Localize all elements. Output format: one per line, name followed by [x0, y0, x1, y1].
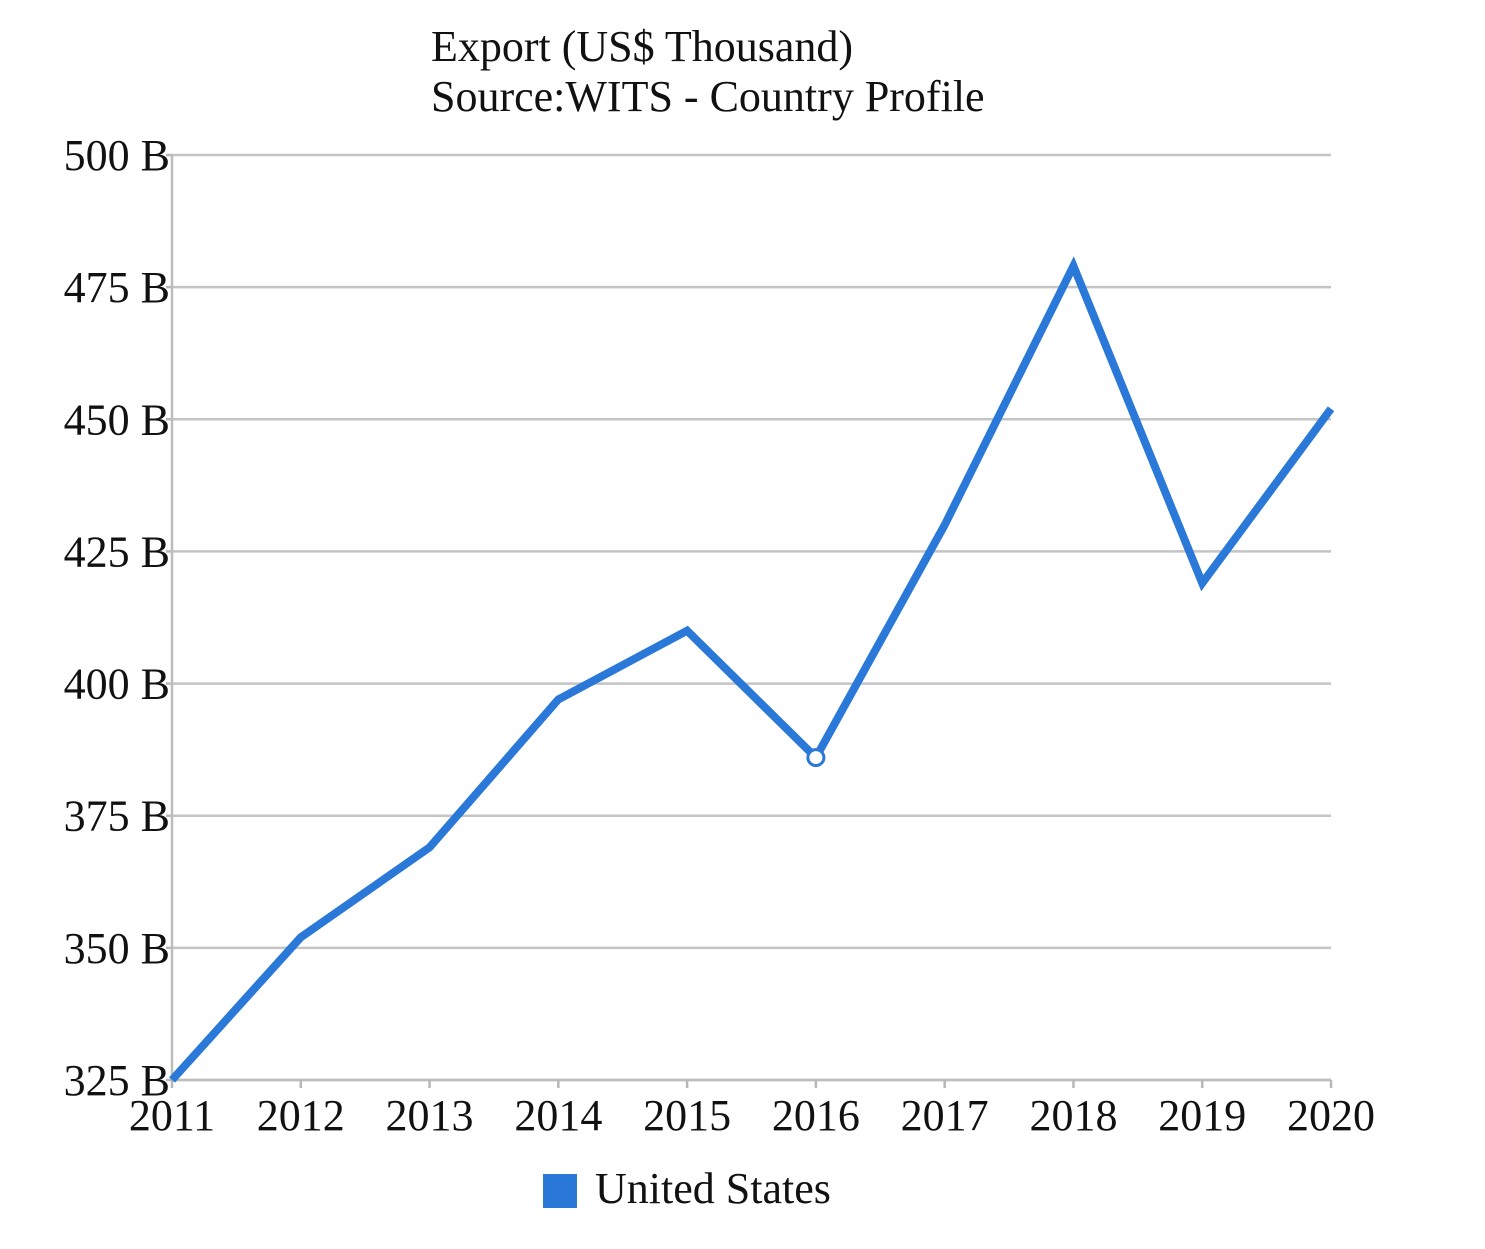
x-tick-label: 2013 [386, 1091, 474, 1140]
x-tick-label: 2019 [1158, 1091, 1246, 1140]
legend-label: United States [595, 1164, 831, 1213]
y-tick-label: 500 B [64, 131, 170, 180]
y-tick-label: 325 B [64, 1056, 170, 1105]
axes [166, 153, 1333, 1088]
legend-swatch [543, 1174, 577, 1208]
series-layer [169, 256, 1335, 1083]
y-tick-label: 450 B [64, 395, 170, 444]
tick-labels: 325 B 350 B 375 B 400 B 425 B 450 B 475 B 500 B… [64, 131, 1375, 1140]
y-tick-label: 375 B [64, 792, 170, 841]
y-tick-label: 350 B [64, 924, 170, 973]
legend[interactable]: United States [543, 1164, 831, 1214]
y-tick-label: 475 B [64, 263, 170, 312]
x-tick-label: 2016 [772, 1091, 860, 1140]
series-line [169, 256, 1335, 1083]
x-tick-label: 2014 [514, 1091, 602, 1140]
x-tick-label: 2018 [1029, 1091, 1117, 1140]
y-tick-label: 425 B [64, 527, 170, 576]
x-tick-label: 2017 [901, 1091, 989, 1140]
highlighted-data-point [806, 748, 826, 768]
x-tick-label: 2020 [1287, 1091, 1375, 1140]
x-tick-label: 2012 [257, 1091, 345, 1140]
chart-subtitle: Source:WITS - Country Profile [431, 72, 985, 121]
x-tick-label: 2011 [129, 1091, 215, 1140]
chart-title: Export (US$ Thousand) [431, 22, 854, 71]
chart-title-block: Export (US$ Thousand) Source:WITS - Coun… [431, 22, 985, 122]
grid-lines [172, 153, 1331, 1082]
y-tick-label: 400 B [64, 660, 170, 709]
x-tick-label: 2015 [643, 1091, 731, 1140]
